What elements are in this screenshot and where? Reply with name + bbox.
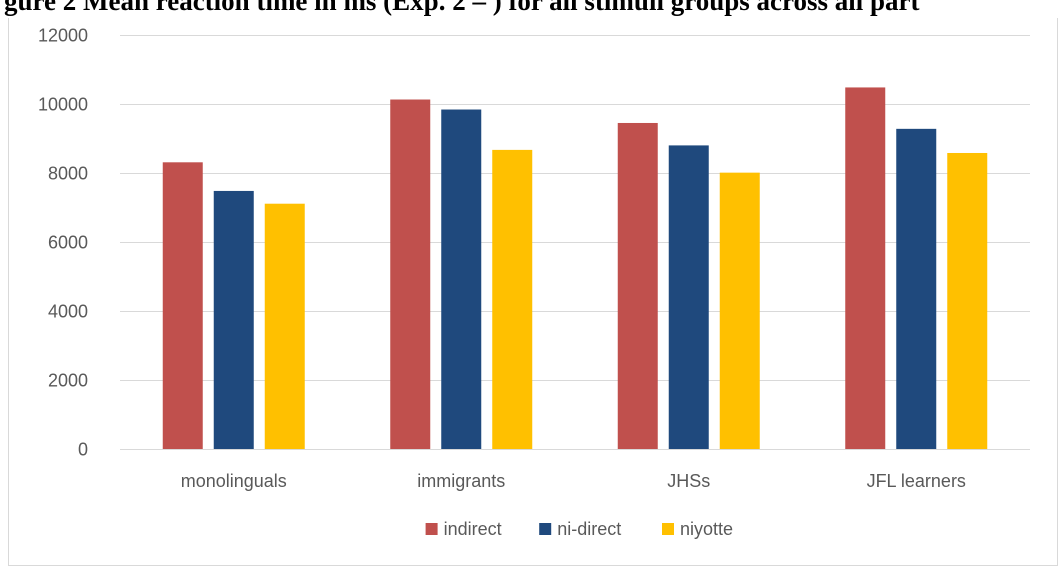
y-tick-label-6000: 6000 [48, 233, 88, 253]
legend-label-ni-direct: ni-direct [557, 519, 621, 539]
bar-indirect-JHSs [617, 122, 658, 449]
y-tick-label-8000: 8000 [48, 164, 88, 184]
y-tick-label-0: 0 [78, 440, 88, 460]
legend-swatch-niyotte [662, 523, 674, 535]
legend-label-niyotte: niyotte [680, 519, 733, 539]
legend-swatch-indirect [425, 523, 438, 535]
y-tick-label-2000: 2000 [48, 371, 88, 391]
bar-indirect-monolinguals [162, 162, 203, 449]
legend: indirect ni-direct niyotte [425, 519, 733, 539]
x-category-label-JFL-learners: JFL learners [867, 471, 966, 491]
bar-ni-direct-immigrants [441, 109, 482, 450]
x-axis-category-labels: monolinguals immigrants JHSs JFL learners [181, 471, 966, 491]
bar-indirect-JFL-learners [845, 87, 886, 449]
legend-label-indirect: indirect [444, 519, 502, 539]
bars [162, 87, 988, 450]
bar-ni-direct-JFL-learners [896, 128, 937, 449]
bar-niyotte-monolinguals [264, 203, 305, 449]
y-tick-label-12000: 12000 [38, 26, 88, 46]
bar-ni-direct-monolinguals [213, 190, 254, 449]
bar-niyotte-JFL-learners [947, 152, 988, 450]
gridlines [120, 35, 1030, 450]
y-tick-label-4000: 4000 [48, 302, 88, 322]
x-category-label-monolinguals: monolinguals [181, 471, 287, 491]
bar-indirect-immigrants [390, 99, 431, 449]
y-tick-label-10000: 10000 [38, 95, 88, 115]
x-category-label-immigrants: immigrants [417, 471, 505, 491]
bar-niyotte-JHSs [719, 172, 760, 449]
y-axis-tick-labels: 0 2000 4000 6000 8000 10000 12000 [38, 26, 88, 460]
figure-caption: gure 2 Mean reaction time in ms (Exp. 2 … [0, 0, 1059, 18]
bar-niyotte-immigrants [492, 149, 533, 449]
figure-caption-text: gure 2 Mean reaction time in ms (Exp. 2 … [4, 0, 920, 16]
legend-swatch-ni-direct [539, 523, 552, 535]
x-category-label-JHSs: JHSs [667, 471, 710, 491]
bar-ni-direct-JHSs [668, 145, 709, 449]
